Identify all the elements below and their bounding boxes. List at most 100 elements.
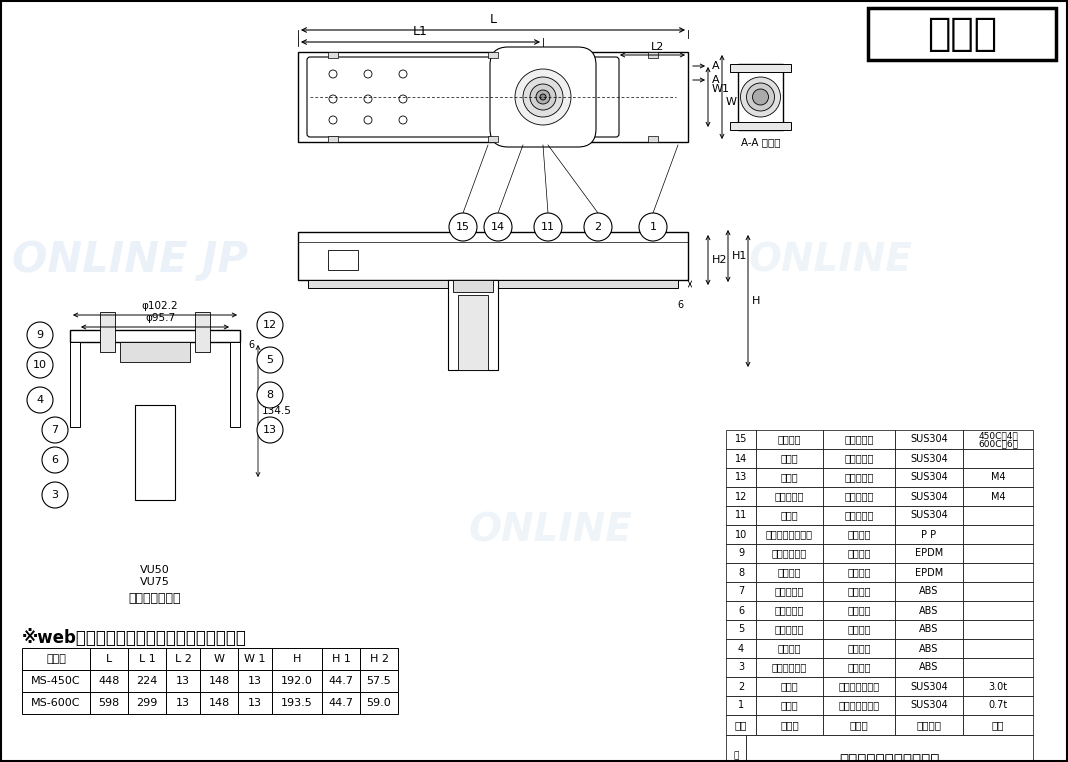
Bar: [823, 639, 895, 658]
Text: 224: 224: [137, 676, 158, 686]
Text: 9: 9: [36, 330, 44, 340]
Bar: [756, 487, 823, 506]
Text: 合成樹脂: 合成樹脂: [847, 643, 870, 654]
Bar: [726, 620, 756, 639]
Text: W 1: W 1: [245, 654, 266, 664]
Bar: [756, 696, 823, 715]
Circle shape: [257, 347, 283, 373]
Circle shape: [534, 213, 562, 241]
Text: ステンレス: ステンレス: [845, 491, 874, 501]
Text: 14: 14: [491, 222, 505, 232]
Text: MS-450C: MS-450C: [31, 676, 81, 686]
Bar: [823, 430, 895, 449]
Bar: [756, 544, 823, 563]
Bar: [488, 52, 498, 58]
Text: 6: 6: [738, 606, 744, 616]
Bar: [756, 563, 823, 582]
Bar: [22, 692, 90, 714]
Text: 44.7: 44.7: [329, 698, 354, 708]
Text: MS-600C: MS-600C: [31, 698, 81, 708]
Text: P P: P P: [922, 530, 937, 539]
Text: 44.7: 44.7: [329, 676, 354, 686]
Bar: [895, 639, 963, 658]
Text: 15: 15: [456, 222, 470, 232]
Bar: [895, 658, 963, 677]
Text: 本　体: 本 体: [781, 700, 798, 710]
Bar: [963, 620, 1033, 639]
Text: ONLINE: ONLINE: [468, 511, 632, 549]
Bar: [756, 658, 823, 677]
Bar: [895, 487, 963, 506]
Bar: [328, 136, 337, 142]
Text: 1: 1: [738, 700, 744, 710]
Text: 番号: 番号: [735, 720, 748, 730]
Text: 13: 13: [263, 425, 277, 435]
Text: M4: M4: [991, 491, 1005, 501]
Bar: [823, 468, 895, 487]
Text: 材質名: 材質名: [850, 720, 868, 730]
Text: ゴムパッキン: ゴムパッキン: [772, 549, 807, 559]
Bar: [166, 692, 200, 714]
Text: φ102.2: φ102.2: [142, 301, 178, 311]
Text: ABS: ABS: [920, 625, 939, 635]
Circle shape: [449, 213, 477, 241]
Text: SUS304: SUS304: [910, 453, 948, 463]
Text: ステンレス鉄板: ステンレス鉄板: [838, 681, 880, 691]
Text: 13: 13: [735, 472, 748, 482]
Bar: [230, 342, 240, 427]
Bar: [166, 648, 200, 670]
Text: ABS: ABS: [920, 662, 939, 673]
Bar: [756, 468, 823, 487]
Bar: [895, 620, 963, 639]
Text: SUS304: SUS304: [910, 681, 948, 691]
Circle shape: [536, 90, 550, 104]
Text: H1: H1: [732, 251, 748, 261]
Circle shape: [747, 83, 774, 111]
Text: 2: 2: [595, 222, 601, 232]
Bar: [726, 506, 756, 525]
Text: 448: 448: [98, 676, 120, 686]
Text: 3: 3: [738, 662, 744, 673]
Bar: [868, 8, 1056, 60]
Bar: [823, 506, 895, 525]
Bar: [823, 715, 895, 735]
Text: 4: 4: [738, 643, 744, 654]
Bar: [963, 639, 1033, 658]
Text: 防臭パイプ: 防臭パイプ: [774, 587, 804, 597]
Bar: [321, 692, 360, 714]
Bar: [200, 670, 238, 692]
Bar: [895, 696, 963, 715]
Text: 部品名: 部品名: [780, 720, 799, 730]
Text: フ　タ: フ タ: [781, 681, 798, 691]
Bar: [726, 430, 756, 449]
Bar: [321, 648, 360, 670]
Text: 192.0: 192.0: [281, 676, 313, 686]
Text: 合成樹脂: 合成樹脂: [847, 530, 870, 539]
Text: 材質記号: 材質記号: [916, 720, 942, 730]
Bar: [963, 487, 1033, 506]
Text: ※web図面の為、等縮尺ではございません。: ※web図面の為、等縮尺ではございません。: [22, 629, 247, 647]
Text: ABS: ABS: [920, 606, 939, 616]
Circle shape: [399, 70, 407, 78]
Bar: [895, 715, 963, 735]
Text: SUS304: SUS304: [910, 700, 948, 710]
Text: H: H: [293, 654, 301, 664]
Text: L1: L1: [413, 25, 428, 38]
Bar: [238, 670, 272, 692]
Bar: [90, 648, 128, 670]
Bar: [895, 677, 963, 696]
Bar: [963, 563, 1033, 582]
Bar: [756, 601, 823, 620]
Text: 7: 7: [738, 587, 744, 597]
Text: 目　皿: 目 皿: [781, 511, 798, 520]
Bar: [823, 601, 895, 620]
Text: 193.5: 193.5: [281, 698, 313, 708]
Circle shape: [329, 95, 337, 103]
Bar: [756, 715, 823, 735]
Text: 148: 148: [208, 676, 230, 686]
Text: ステンレス: ステンレス: [845, 472, 874, 482]
Text: EPDM: EPDM: [915, 549, 943, 559]
Bar: [895, 430, 963, 449]
Text: ステンレス: ステンレス: [845, 453, 874, 463]
Bar: [360, 648, 398, 670]
